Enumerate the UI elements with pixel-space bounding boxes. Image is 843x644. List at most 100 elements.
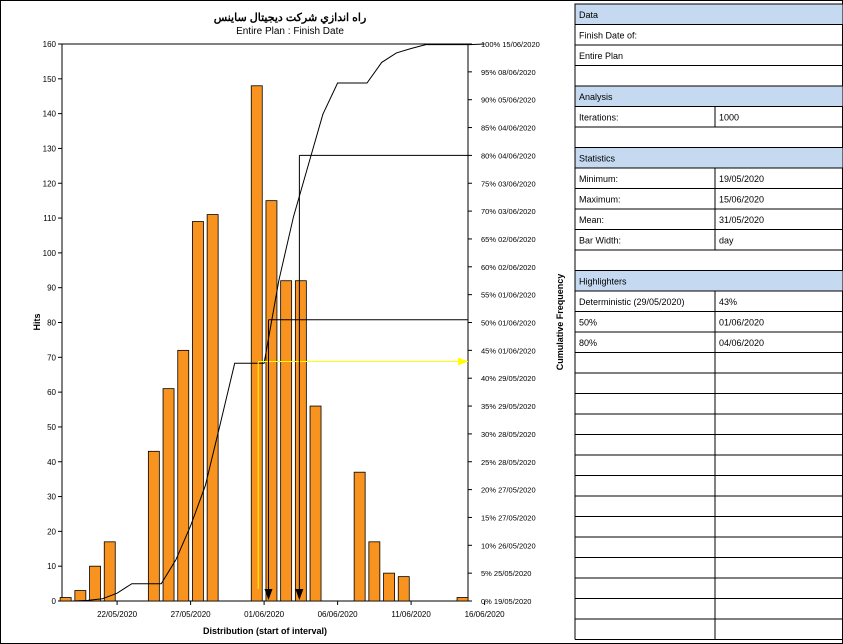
x-tick-label: 22/05/2020 [97,610,138,619]
x-axis-label: Distribution (start of interval) [203,626,327,636]
panel-row-value: day [719,236,734,246]
histogram-bar [89,565,101,602]
histogram-bar [368,541,381,602]
cumulative-tick-label: 15% 27/05/2020 [481,513,536,522]
panel-row-label: Minimum: [579,174,618,184]
panel-row-value: 43% [719,297,737,307]
y-tick-label: 50 [47,423,56,432]
histogram-bar [74,590,87,602]
panel-row-value: 1000 [719,113,739,123]
histogram-bar [192,221,204,602]
y-tick-label: 130 [43,144,57,153]
y2-axis-label: Cumulative Frequency [555,274,565,371]
cumulative-tick-label: 70% 03/06/2020 [481,207,536,216]
y-tick-label: 30 [47,493,56,502]
x-tick-label: 01/06/2020 [244,610,285,619]
y-axis-label: Hits [32,313,42,330]
y-tick-label: 150 [43,75,57,84]
y-tick-label: 10 [47,562,56,571]
cumulative-tick-label: 85% 04/06/2020 [481,124,536,133]
y-tick-label: 90 [47,284,56,293]
histogram-bar [147,450,160,602]
panel-row-label: 80% [579,338,597,348]
y-tick-label: 120 [43,179,57,188]
cumulative-tick-label: 20% 27/05/2020 [481,486,536,495]
y-tick-label: 160 [43,40,57,49]
y-tick-label: 70 [47,353,56,362]
panel-row-label: Finish Date of: [579,31,637,41]
p80-arrow-icon [295,589,304,600]
y-tick-label: 140 [43,110,57,119]
cumulative-tick-label: 65% 02/06/2020 [481,235,536,244]
y-tick-label: 0 [52,597,57,606]
section-header-label: Analysis [579,92,613,102]
highlighter-lines [257,154,468,600]
histogram-bar [353,471,366,602]
cumulative-tick-label: 0% 19/05/2020 [481,597,531,606]
cumulative-tick-label: 90% 05/06/2020 [481,96,536,105]
x-tick-label: 11/06/2020 [391,610,431,619]
histogram-bar [294,280,307,602]
y-tick-label: 40 [47,458,56,467]
histogram-bars [59,85,469,602]
panel-row-label: Mean: [579,215,604,225]
section-header [574,3,843,25]
x-tick-label: 06/06/2020 [318,610,359,619]
y-tick-label: 110 [43,214,56,223]
panel-row-label: Entire Plan [579,51,623,61]
panel-row-value: 15/06/2020 [719,195,764,205]
x-tick-label: 27/05/2020 [171,610,212,619]
panel-row-label: Iterations: [579,113,619,123]
histogram-bar [250,85,263,602]
plot-area [61,43,469,602]
deterministic-arrow-icon [458,357,468,366]
cumulative-curve-group [72,43,485,602]
panel-row-value: 19/05/2020 [719,174,764,184]
cumulative-tick-label: 40% 29/05/2020 [481,374,536,383]
cumulative-tick-label: 95% 08/06/2020 [481,68,536,77]
panel-row-label: Maximum: [579,195,621,205]
panel-row-label: Deterministic (29/05/2020) [579,297,685,307]
x-tick-label: 16/06/2020 [465,610,506,619]
chart-title: راه اندازي شرکت ديجيتال ساينس [214,12,367,25]
histogram-bar [162,388,175,602]
histogram-bar [177,349,190,602]
info-panel: Data Finish Date of: Entire Plan Analysis It… [574,3,843,640]
section-header-label: Data [579,10,598,20]
cumulative-tick-label: 35% 29/05/2020 [481,402,536,411]
histogram-bar [265,200,278,602]
section-header [574,85,843,107]
histogram-bar [309,405,322,602]
cumulative-tick-label: 80% 04/06/2020 [481,151,536,160]
cumulative-tick-label: 25% 28/05/2020 [481,458,536,467]
p50-arrow-icon [264,589,273,600]
panel-row-value: 01/06/2020 [719,318,764,328]
cumulative-tick-label: 50% 01/06/2020 [481,319,536,328]
cumulative-tick-label: 10% 26/05/2020 [481,541,536,550]
cumulative-tick-label: 45% 01/06/2020 [481,346,536,355]
section-header-label: Statistics [579,154,616,164]
histogram-bar [456,597,469,602]
cumulative-tick-label: 30% 28/05/2020 [481,430,536,439]
panel-row-label: 50% [579,318,597,328]
panel-row-label: Bar Width: [579,236,621,246]
cumulative-tick-label: 100% 15/06/2020 [481,40,540,49]
histogram-bar [383,572,395,602]
histogram-bar [280,280,293,602]
cumulative-tick-label: 55% 01/06/2020 [481,291,536,300]
histogram-bar [397,576,410,602]
x-axis: 22/05/2020 27/05/2020 01/06/2020 06/06/2020… [97,601,505,619]
chart-subtitle: Entire Plan : Finish Date [236,26,344,37]
panel-row-value: 04/06/2020 [719,338,764,348]
histogram-bar [103,541,116,602]
section-header-label: Highlighters [579,277,627,287]
y-axis: 0 10 20 30 40 50 60 70 80 90 100 110 120 130 140 150 160 [43,40,62,606]
cumulative-curve [72,43,485,602]
y-tick-label: 20 [47,527,56,536]
panel-row-value: 31/05/2020 [719,215,764,225]
y-tick-label: 80 [47,319,56,328]
cumulative-axis: 0% 19/05/2020 5% 25/05/2020 10% 26/05/2020… [468,40,540,606]
histogram-bar [59,597,72,602]
histogram-bar [206,214,219,602]
